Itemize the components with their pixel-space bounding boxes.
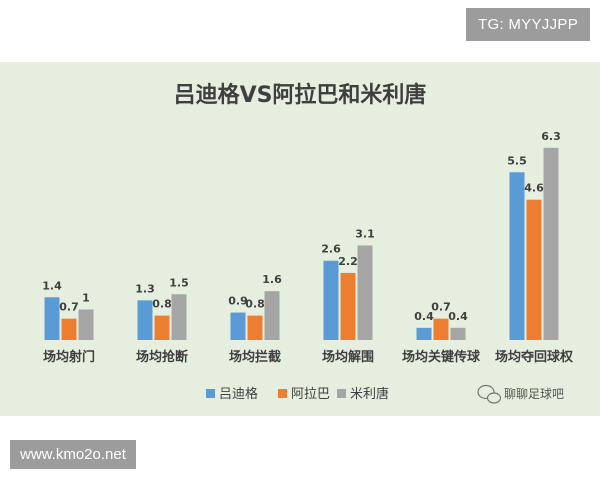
data-label: 1.6 [262, 273, 282, 286]
bar [264, 291, 280, 340]
bar [340, 272, 356, 340]
bar [357, 245, 373, 340]
legend-label: 吕迪格 [219, 386, 258, 402]
bar [171, 294, 187, 340]
bar [61, 318, 77, 340]
x-tick-label: 场均解围 [322, 349, 374, 365]
watermark: 聊聊足球吧 [477, 384, 564, 404]
legend-swatch [278, 389, 287, 398]
legend-label: 米利唐 [350, 386, 389, 402]
data-label: 1.5 [169, 276, 189, 289]
data-label: 0.8 [245, 298, 265, 311]
bar [509, 172, 525, 340]
legend-label: 阿拉巴 [291, 387, 330, 402]
wechat-icon [477, 384, 502, 404]
x-tick-label: 场均抢断 [136, 349, 188, 365]
data-label: 4.6 [524, 182, 544, 195]
bar [44, 297, 60, 340]
data-label: 1 [82, 292, 90, 305]
legend-swatch [206, 389, 215, 398]
data-label: 1.3 [135, 282, 155, 295]
bar [154, 315, 170, 340]
data-label: 0.4 [448, 310, 468, 323]
data-label: 2.2 [338, 255, 358, 268]
x-tick-label: 场均拦截 [229, 349, 281, 365]
data-label: 0.7 [431, 301, 451, 314]
bar [416, 327, 432, 340]
watermark-text: 聊聊足球吧 [504, 387, 564, 401]
x-tick-label: 场均夺回球权 [495, 349, 574, 365]
chart-title: 吕迪格VS阿拉巴和米利唐 [174, 82, 427, 108]
data-label: 0.7 [59, 301, 79, 314]
chart-panel [0, 62, 600, 416]
legend: 吕迪格 阿拉巴 米利唐 [206, 386, 389, 402]
bar [526, 199, 542, 340]
data-label: 0.4 [414, 310, 434, 323]
data-label: 6.3 [541, 130, 561, 143]
data-label: 3.1 [355, 227, 375, 240]
bar [230, 312, 246, 340]
bar [433, 318, 449, 340]
tg-badge: TG: MYYJJPP [466, 8, 590, 41]
x-tick-labels: 场均射门 场均抢断 场均拦截 场均解围 场均关键传球 场均夺回球权 [43, 349, 574, 365]
data-label: 0.9 [228, 295, 248, 308]
bar [543, 147, 559, 340]
bar [450, 327, 466, 340]
bars-layer [44, 147, 559, 340]
x-tick-label: 场均关键传球 [402, 349, 481, 365]
bar [78, 309, 94, 340]
x-tick-label: 场均射门 [43, 349, 95, 365]
bar [323, 260, 339, 340]
data-label: 5.5 [507, 154, 527, 167]
url-badge: www.kmo2o.net [10, 440, 136, 469]
data-label: 1.4 [42, 279, 62, 292]
data-labels-layer: 1.40.711.30.81.50.90.81.62.62.23.10.40.7… [42, 130, 561, 323]
bar [247, 315, 263, 340]
data-label: 2.6 [321, 243, 341, 256]
data-label: 0.8 [152, 298, 172, 311]
legend-swatch [337, 389, 346, 398]
bar [137, 300, 153, 340]
